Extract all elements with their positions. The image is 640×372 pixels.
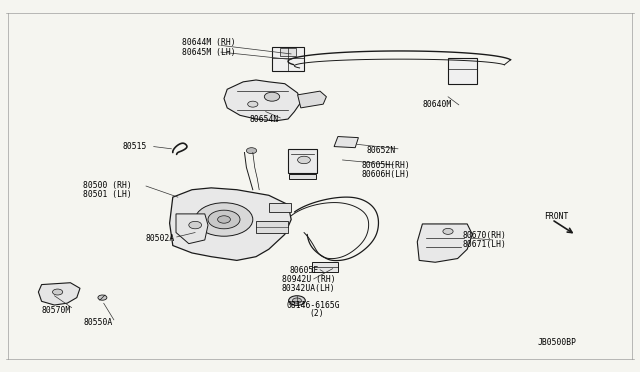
Text: 80654N: 80654N [250, 115, 279, 124]
Polygon shape [269, 203, 291, 212]
Circle shape [292, 298, 301, 303]
Text: 80671(LH): 80671(LH) [462, 240, 506, 248]
Text: 80640M: 80640M [422, 100, 452, 109]
Text: 08146-6165G: 08146-6165G [287, 301, 340, 310]
Text: 80502A: 80502A [146, 234, 175, 243]
Circle shape [248, 101, 258, 107]
Circle shape [218, 216, 230, 223]
Polygon shape [334, 137, 358, 148]
Circle shape [195, 203, 253, 236]
Circle shape [208, 210, 240, 229]
Text: 80644M (RH): 80644M (RH) [182, 38, 236, 47]
Polygon shape [448, 58, 477, 84]
Text: 80515: 80515 [123, 142, 147, 151]
Text: FRONT: FRONT [544, 212, 568, 221]
Polygon shape [170, 188, 291, 260]
Polygon shape [256, 221, 288, 232]
Circle shape [443, 228, 453, 234]
Circle shape [289, 296, 305, 305]
Polygon shape [38, 283, 80, 305]
Text: 80670(RH): 80670(RH) [462, 231, 506, 240]
Text: 80605F: 80605F [289, 266, 319, 275]
Text: 80652N: 80652N [366, 146, 396, 155]
Text: 80942U (RH): 80942U (RH) [282, 275, 335, 284]
Text: 80570M: 80570M [42, 306, 71, 315]
Polygon shape [176, 214, 208, 244]
Text: 80500 (RH): 80500 (RH) [83, 181, 132, 190]
Text: 80645M (LH): 80645M (LH) [182, 48, 236, 57]
Text: 80606H(LH): 80606H(LH) [362, 170, 410, 179]
Polygon shape [280, 48, 296, 56]
Polygon shape [289, 174, 316, 179]
Polygon shape [298, 91, 326, 108]
Text: (2): (2) [310, 310, 324, 318]
Polygon shape [224, 80, 301, 121]
Polygon shape [288, 149, 317, 173]
Text: 80605H(RH): 80605H(RH) [362, 161, 410, 170]
Text: 80550A: 80550A [83, 318, 113, 327]
Text: 80501 (LH): 80501 (LH) [83, 190, 132, 199]
Circle shape [298, 156, 310, 164]
Circle shape [98, 295, 107, 300]
Text: 80342UA(LH): 80342UA(LH) [282, 284, 335, 293]
Circle shape [246, 148, 257, 154]
Polygon shape [272, 46, 304, 71]
FancyBboxPatch shape [312, 262, 338, 272]
Circle shape [52, 289, 63, 295]
Text: JB0500BP: JB0500BP [538, 338, 577, 347]
Circle shape [189, 221, 202, 229]
Polygon shape [417, 224, 472, 262]
Circle shape [264, 92, 280, 101]
